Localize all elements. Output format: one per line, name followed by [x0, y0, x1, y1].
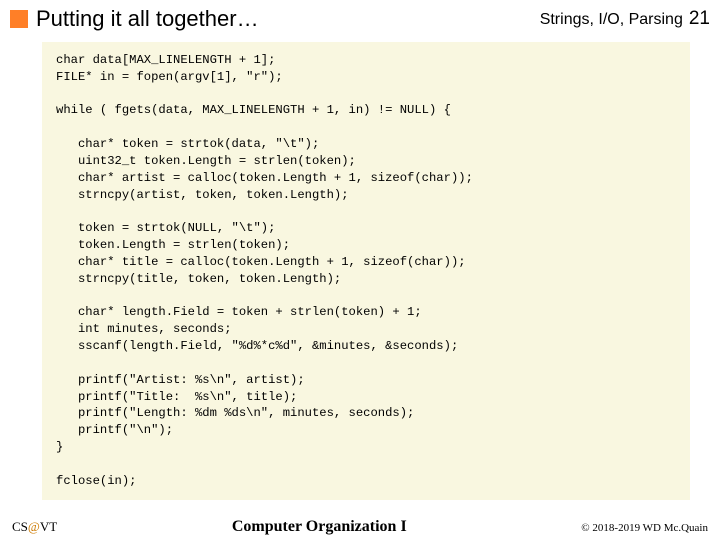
org-suffix: VT	[40, 519, 57, 534]
code-line: char* token = strtok(data, "\t");	[56, 137, 319, 151]
org-at: @	[28, 519, 40, 534]
title-right-group: Strings, I/O, Parsing 21	[540, 8, 710, 30]
code-line: strncpy(title, token, token.Length);	[56, 272, 341, 286]
code-line: FILE* in = fopen(argv[1], "r");	[56, 70, 283, 84]
slide-footer: CS@VT Computer Organization I © 2018-201…	[0, 518, 720, 536]
code-line: char* length.Field = token + strlen(toke…	[56, 305, 422, 319]
code-line: }	[56, 440, 63, 454]
accent-square	[10, 10, 28, 28]
code-line: char* artist = calloc(token.Length + 1, …	[56, 171, 473, 185]
code-line: sscanf(length.Field, "%d%*c%d", &minutes…	[56, 339, 458, 353]
slide-header: Putting it all together… Strings, I/O, P…	[0, 0, 720, 36]
code-line: printf("Length: %dm %ds\n", minutes, sec…	[56, 406, 414, 420]
code-line: fclose(in);	[56, 474, 136, 488]
code-line: char* title = calloc(token.Length + 1, s…	[56, 255, 466, 269]
code-line: char data[MAX_LINELENGTH + 1];	[56, 53, 275, 67]
section-name: Strings, I/O, Parsing	[540, 11, 683, 29]
code-line: while ( fgets(data, MAX_LINELENGTH + 1, …	[56, 103, 451, 117]
code-line: printf("Title: %s\n", title);	[56, 390, 297, 404]
slide-title: Putting it all together…	[36, 6, 259, 32]
org-prefix: CS	[12, 519, 28, 534]
course-name: Computer Organization I	[232, 518, 407, 536]
code-line: token = strtok(NULL, "\t");	[56, 221, 275, 235]
org-label: CS@VT	[12, 519, 57, 535]
page-number: 21	[689, 8, 710, 30]
code-line: printf("\n");	[56, 423, 173, 437]
code-line: int minutes, seconds;	[56, 322, 232, 336]
code-line: uint32_t token.Length = strlen(token);	[56, 154, 356, 168]
title-left-group: Putting it all together…	[10, 6, 259, 32]
code-line: strncpy(artist, token, token.Length);	[56, 188, 349, 202]
copyright: © 2018-2019 WD Mc.Quain	[581, 522, 708, 534]
code-block: char data[MAX_LINELENGTH + 1]; FILE* in …	[42, 42, 690, 500]
code-line: token.Length = strlen(token);	[56, 238, 290, 252]
code-line: printf("Artist: %s\n", artist);	[56, 373, 305, 387]
